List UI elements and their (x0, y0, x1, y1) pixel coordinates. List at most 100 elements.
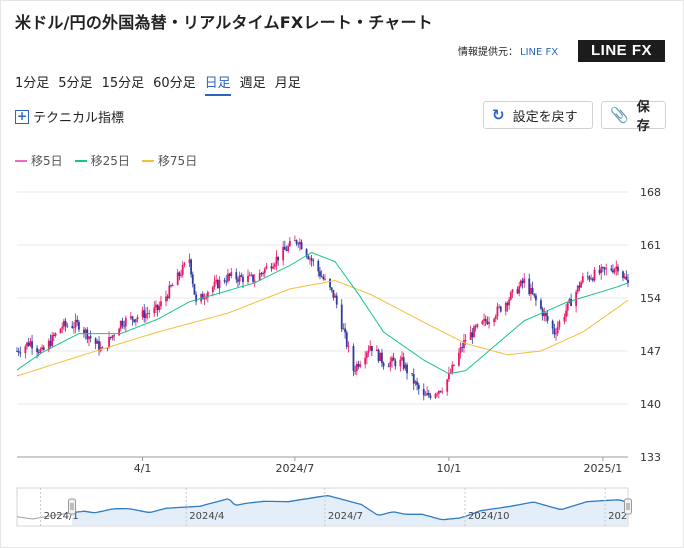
candle-up (493, 319, 495, 323)
candle-up (464, 339, 467, 341)
candle-up (324, 278, 326, 280)
tab-monthly[interactable]: 月足 (274, 76, 301, 91)
tab-1min[interactable]: 1分足 (15, 76, 50, 91)
y-tick-label: 154 (640, 292, 661, 305)
candle-down (252, 274, 254, 282)
save-button[interactable]: 📎 保存 (601, 100, 666, 134)
candle-up (227, 273, 229, 282)
candle-down (37, 351, 40, 353)
candle-up (446, 379, 449, 392)
y-tick-label: 147 (640, 345, 661, 358)
candle-up (118, 328, 121, 336)
range-navigator[interactable]: 2024/1 2024/4 2024/7 2024/10 202 (0, 486, 684, 528)
candle-down (461, 347, 464, 348)
candle-up (566, 302, 569, 311)
reset-settings-button[interactable]: ↻ 設定を戻す (483, 101, 593, 129)
provider-link[interactable]: LINE FX (520, 47, 559, 58)
technical-indicators-button[interactable]: + テクニカル指標 (15, 107, 124, 126)
candle-up (206, 292, 209, 298)
candle-up (347, 346, 350, 347)
candle-down (71, 326, 74, 328)
candle-up (253, 280, 256, 282)
candle-up (575, 291, 578, 307)
candle-down (307, 256, 310, 260)
candle-down (76, 319, 79, 323)
candle-up (600, 267, 603, 274)
candle-up (84, 329, 87, 334)
candle-up (530, 288, 532, 295)
candle-up (613, 269, 616, 273)
candle-up (543, 312, 546, 317)
provider-label: 情報提供元： (458, 47, 518, 58)
candle-down (516, 289, 519, 294)
candle-up (463, 340, 465, 348)
candle-up (391, 357, 393, 362)
candle-down (270, 266, 273, 269)
candle-down (317, 261, 320, 272)
line-fx-logo[interactable]: LINE FX (578, 40, 665, 62)
candle-up (481, 320, 484, 325)
candle-up (498, 306, 501, 308)
candle-down (586, 276, 589, 278)
navigator-left-handle[interactable] (68, 498, 76, 515)
candle-up (171, 285, 174, 287)
chart-legend: 移5日 移25日 移75日 (15, 152, 209, 169)
candle-up (146, 313, 149, 315)
candle-up (359, 364, 362, 367)
tab-15min[interactable]: 15分足 (101, 76, 145, 91)
candle-down (381, 352, 383, 364)
candle-up (141, 310, 144, 318)
candle-down (310, 258, 313, 261)
legend-swatch-ma75 (141, 159, 154, 162)
candle-up (447, 373, 450, 380)
candle-up (247, 275, 249, 282)
candle-up (488, 322, 490, 324)
candle-down (411, 373, 413, 375)
candle-up (401, 357, 403, 360)
candle-down (506, 302, 509, 306)
candle-down (329, 278, 331, 288)
candle-up (615, 266, 618, 270)
candle-up (299, 241, 301, 245)
plus-icon: + (15, 108, 29, 124)
legend-item-ma75[interactable]: 移75日 (141, 152, 197, 169)
tab-60min[interactable]: 60分足 (153, 76, 196, 91)
candle-down (453, 364, 455, 366)
tab-daily[interactable]: 日足 (204, 72, 231, 96)
navigator-tick-label: 2024/10 (468, 511, 510, 522)
candle-up (124, 317, 127, 327)
candle-down (540, 300, 542, 309)
navigator-right-handle[interactable] (624, 498, 632, 515)
candle-down (195, 294, 198, 302)
candles (16, 235, 629, 401)
candle-down (237, 279, 239, 282)
candle-down (225, 281, 228, 283)
legend-item-ma5[interactable]: 移5日 (15, 152, 63, 169)
ma25-line (16, 252, 629, 375)
technical-indicators-label: テクニカル指標 (33, 111, 125, 126)
candle-down (98, 341, 100, 351)
candle-down (486, 321, 489, 324)
legend-item-ma25[interactable]: 移25日 (74, 152, 130, 169)
candle-down (330, 287, 333, 290)
candle-up (426, 392, 429, 396)
candle-up (508, 299, 511, 306)
candle-up (230, 272, 233, 277)
y-tick-label: 133 (640, 451, 661, 464)
candle-up (404, 364, 407, 369)
provider-credit: 情報提供元： LINE FX (458, 43, 558, 58)
candle-up (414, 381, 417, 384)
candle-up (258, 273, 261, 281)
candle-up (165, 296, 167, 302)
candle-up (518, 286, 521, 294)
candle-up (218, 280, 221, 289)
candlestick-chart[interactable]: 168 161 154 147 140 133 4/1 2024/7 10/1 2025/1 (0, 175, 684, 475)
candle-up (555, 333, 557, 335)
tab-weekly[interactable]: 週足 (239, 76, 266, 91)
candle-up (96, 341, 99, 344)
legend-label-ma25: 移25日 (90, 154, 130, 168)
candle-up (367, 350, 370, 353)
tab-5min[interactable]: 5分足 (58, 76, 93, 91)
candle-up (287, 245, 290, 251)
candle-down (352, 346, 355, 371)
